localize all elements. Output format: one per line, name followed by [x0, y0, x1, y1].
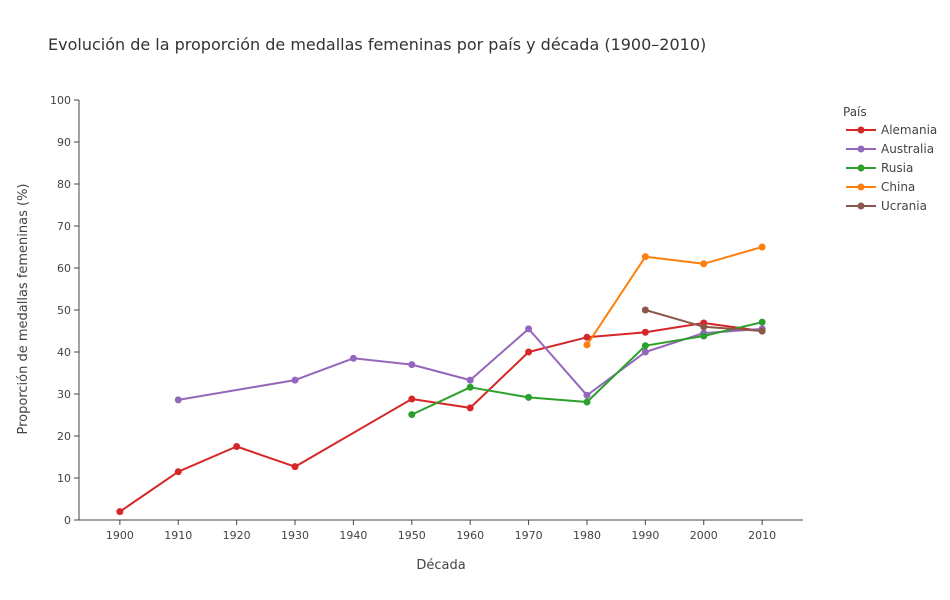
x-tick-label: 1940	[339, 529, 367, 542]
x-tick-label: 1950	[398, 529, 426, 542]
data-point-alemania	[174, 468, 182, 476]
y-tick-label: 60	[57, 262, 71, 275]
y-tick-label: 90	[57, 136, 71, 149]
data-point-china	[641, 253, 649, 261]
legend-item-ucrania: Ucrania	[881, 199, 927, 213]
data-point-ucrania	[758, 327, 766, 335]
data-point-australia	[174, 396, 182, 404]
data-point-rusia	[758, 318, 766, 326]
x-tick-label: 2000	[690, 529, 718, 542]
axes: 1900 1910 1920 1930 1940 1950 1960 1970 1980 1990…	[50, 94, 803, 542]
data-point-alemania	[233, 443, 241, 450]
y-tick-label: 10	[57, 472, 71, 485]
data-point-alemania	[408, 395, 416, 403]
data-point-rusia	[641, 342, 649, 350]
y-tick-label: 30	[57, 388, 71, 401]
y-tick-label: 50	[57, 304, 71, 317]
x-tick-label: 1930	[281, 529, 309, 542]
y-tick-label: 40	[57, 346, 71, 359]
legend: País Alemania Australia Rusia China Ucrania	[843, 105, 937, 213]
series-line-australia	[178, 327, 763, 401]
chart-title: Evolución de la proporción de medallas f…	[48, 35, 706, 54]
x-axis-label: Década	[416, 558, 465, 573]
legend-item-china: China	[881, 180, 915, 194]
legend-marker-china	[857, 183, 865, 191]
x-tick-label: 1920	[223, 529, 251, 542]
data-point-australia	[583, 391, 591, 399]
legend-item-australia: Australia	[881, 142, 934, 156]
x-tick-label: 2010	[748, 529, 776, 542]
y-tick-label: 70	[57, 220, 71, 233]
legend-title: País	[843, 105, 867, 119]
data-point-australia	[466, 376, 474, 384]
data-point-alemania	[466, 404, 474, 412]
x-tick-label: 1910	[164, 529, 192, 542]
data-point-rusia	[408, 411, 416, 419]
x-tick-label: 1960	[456, 529, 484, 542]
data-point-rusia	[700, 332, 708, 340]
y-axis-label: Proporción de medallas femeninas (%)	[16, 183, 31, 434]
data-point-ucrania	[700, 323, 708, 331]
data-point-alemania	[641, 328, 649, 336]
legend-marker-australia	[857, 145, 865, 153]
data-point-australia	[291, 376, 299, 384]
x-tick-label: 1980	[573, 529, 601, 542]
data-point-china	[700, 260, 708, 268]
legend-marker-ucrania	[857, 202, 865, 210]
data-point-ucrania	[641, 306, 649, 314]
x-tick-label: 1900	[106, 529, 134, 542]
series-line-china	[586, 246, 763, 346]
x-tick-label: 1970	[515, 529, 543, 542]
data-point-china	[583, 341, 591, 349]
plot-area	[116, 243, 766, 516]
data-point-rusia	[583, 398, 591, 406]
data-point-australia	[641, 348, 649, 356]
data-point-australia	[349, 354, 357, 362]
y-tick-label: 20	[57, 430, 71, 443]
data-point-australia	[525, 325, 533, 333]
data-point-australia	[408, 361, 416, 369]
data-point-alemania	[116, 508, 124, 516]
series-line-alemania	[119, 322, 763, 513]
data-point-rusia	[466, 383, 474, 391]
data-point-alemania	[583, 333, 591, 341]
legend-item-alemania: Alemania	[881, 123, 937, 137]
y-tick-label: 0	[64, 514, 71, 527]
legend-marker-rusia	[857, 164, 865, 172]
data-point-rusia	[525, 393, 533, 401]
legend-marker-alemania	[857, 126, 865, 134]
y-tick-label: 80	[57, 178, 71, 191]
legend-item-rusia: Rusia	[881, 161, 913, 175]
x-tick-label: 1990	[631, 529, 659, 542]
y-tick-label: 100	[50, 94, 71, 107]
data-point-china	[758, 243, 766, 251]
data-point-alemania	[291, 463, 299, 471]
data-point-alemania	[525, 348, 533, 356]
